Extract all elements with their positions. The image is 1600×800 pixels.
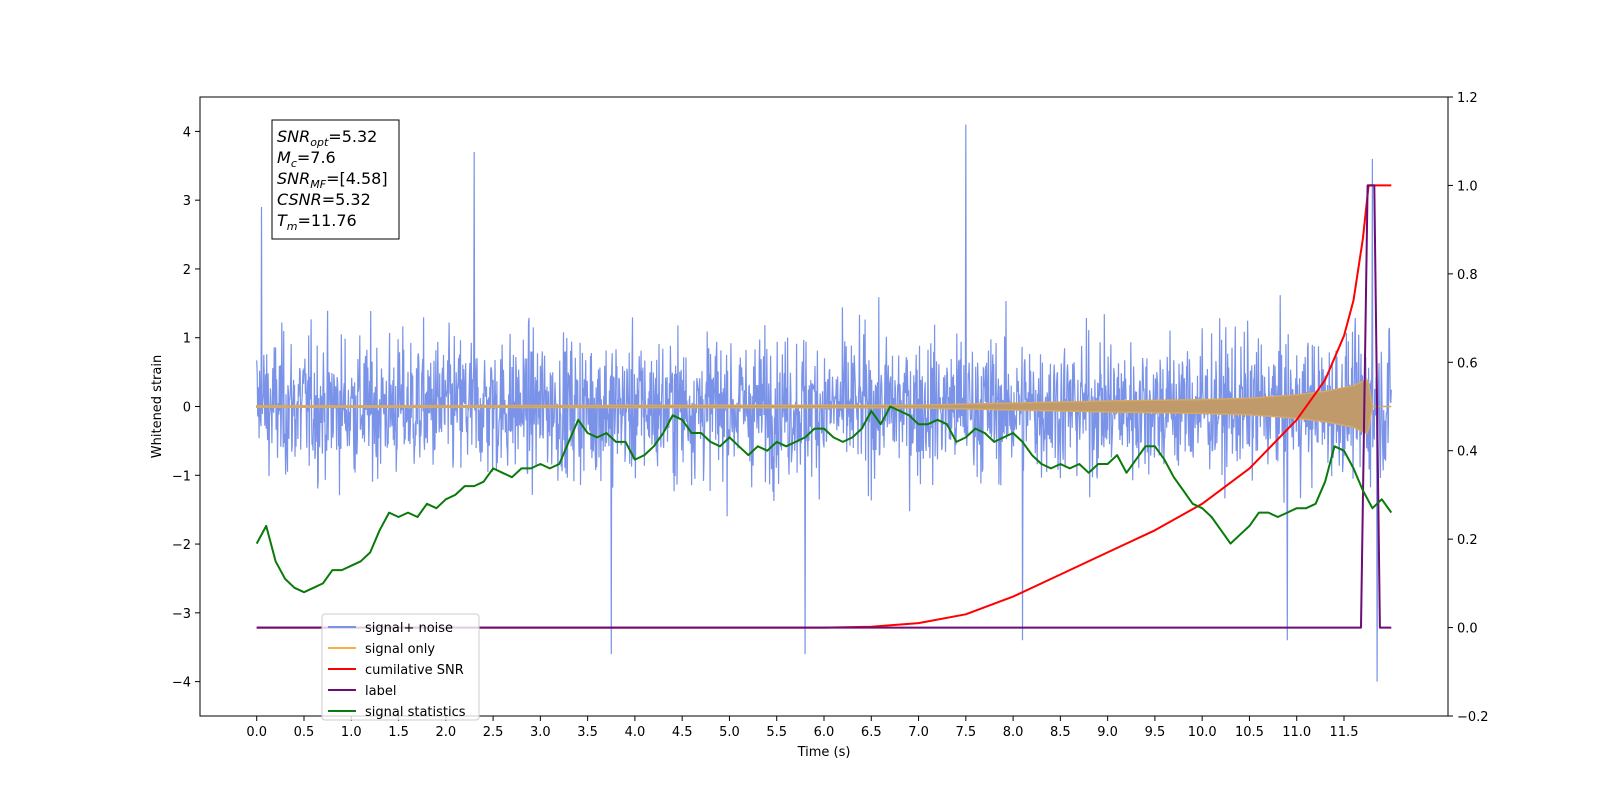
info-csnr: CSNR=5.32 [277,190,371,209]
x-tick-label: 2.0 [435,725,456,740]
y-right-tick-label: 1.2 [1457,91,1478,106]
info-snr-mf-main: SNR [277,169,310,188]
info-tm: Tm=11.76 [277,211,357,233]
y-left-tick-label: −3 [172,607,191,622]
info-tm-sub: m [287,220,298,233]
y-left-tick-label: 2 [183,263,191,278]
y-right-tick-label: 0.8 [1457,268,1478,283]
x-tick-label: 3.0 [530,725,551,740]
legend: signal+ noise signal only cumilative SNR la… [321,613,480,721]
info-snr-mf-value: =[4.58] [326,169,388,188]
info-csnr-main: CSNR [277,190,322,209]
y-left-tick-label: 0 [183,401,191,416]
y-axis-label: Whitened strain [150,355,165,458]
info-snr-opt-main: SNR [277,127,310,146]
info-tm-value: =11.76 [298,211,357,230]
info-tm-main: T [277,211,288,230]
y-left-tick-label: 1 [183,332,191,347]
y-right-tick-label: −0.2 [1457,710,1489,725]
x-tick-label: 0.5 [294,725,315,740]
y-right-tick-label: 0.0 [1457,622,1478,637]
x-tick-label: 2.5 [483,725,504,740]
info-snr-mf: SNRMF=[4.58] [277,169,388,191]
legend-label: cumilative SNR [365,663,464,678]
y-left-tick-label: −1 [172,469,191,484]
y-left-tick-label: 3 [183,194,191,209]
y-axis-left: 4 3 2 1 0 −1 −2 −3 −4 [172,125,200,691]
info-mc: Mc=7.6 [277,148,336,170]
series-cumulative-snr-line [256,184,1392,629]
x-tick-label: 8.0 [1003,725,1024,740]
x-axis-label: Time (s) [797,745,851,760]
y-right-tick-label: 0.4 [1457,445,1478,460]
y-right-tick-label: 1.0 [1457,179,1478,194]
y-right-tick-label: 0.2 [1457,533,1478,548]
y-axis-right: 1.2 1.0 0.8 0.6 0.4 0.2 0.0 −0.2 [1448,91,1489,725]
x-tick-label: 10.0 [1188,725,1217,740]
x-tick-label: 1.5 [388,725,409,740]
info-mc-main: M [277,148,291,167]
info-box: SNRopt=5.32 Mc=7.6 SNRMF=[4.58] CSNR=5.3… [271,119,400,240]
legend-label: signal+ noise [365,621,453,636]
x-tick-label: 0.0 [246,725,267,740]
x-tick-label: 10.5 [1235,725,1264,740]
legend-label: label [365,684,396,699]
info-snr-opt: SNRopt=5.32 [277,127,377,149]
legend-label: signal only [365,642,435,657]
x-tick-label: 4.5 [672,725,693,740]
x-tick-label: 9.0 [1097,725,1118,740]
x-tick-label: 9.5 [1145,725,1166,740]
x-tick-label: 11.5 [1330,725,1359,740]
x-tick-label: 4.0 [625,725,646,740]
series-signal-only-band [255,378,1392,435]
y-right-tick-label: 0.6 [1457,356,1478,371]
x-tick-label: 11.0 [1282,725,1311,740]
x-tick-label: 5.5 [766,725,787,740]
x-tick-label: 8.5 [1050,725,1071,740]
x-tick-label: 5.0 [719,725,740,740]
info-box-frame [271,119,400,240]
info-csnr-value: =5.32 [322,190,371,209]
series-signal-statistics-line [255,405,1393,594]
info-snr-mf-sub: MF [310,178,326,191]
info-snr-opt-sub: opt [310,136,329,149]
x-tick-label: 1.0 [341,725,362,740]
legend-label: signal statistics [365,705,466,720]
info-snr-opt-value: =5.32 [328,127,377,146]
y-left-tick-label: −2 [172,538,191,553]
x-tick-label: 7.5 [955,725,976,740]
y-left-tick-label: 4 [183,125,191,140]
x-tick-label: 6.0 [814,725,835,740]
y-left-tick-label: −4 [172,676,191,691]
info-mc-sub: c [291,157,297,170]
plot-area [255,124,1393,682]
x-axis: 0.0 0.5 1.0 1.5 2.0 2.5 3.0 3.5 4.0 4.5 5.0 5.5 6.0 6… [246,716,1358,740]
series-signal-noise-line [256,124,1392,682]
x-tick-label: 6.5 [861,725,882,740]
info-mc-value: =7.6 [297,148,336,167]
series-label-line [256,184,1392,629]
x-tick-label: 3.5 [577,725,598,740]
legend-frame [321,613,480,721]
x-tick-label: 7.0 [908,725,929,740]
